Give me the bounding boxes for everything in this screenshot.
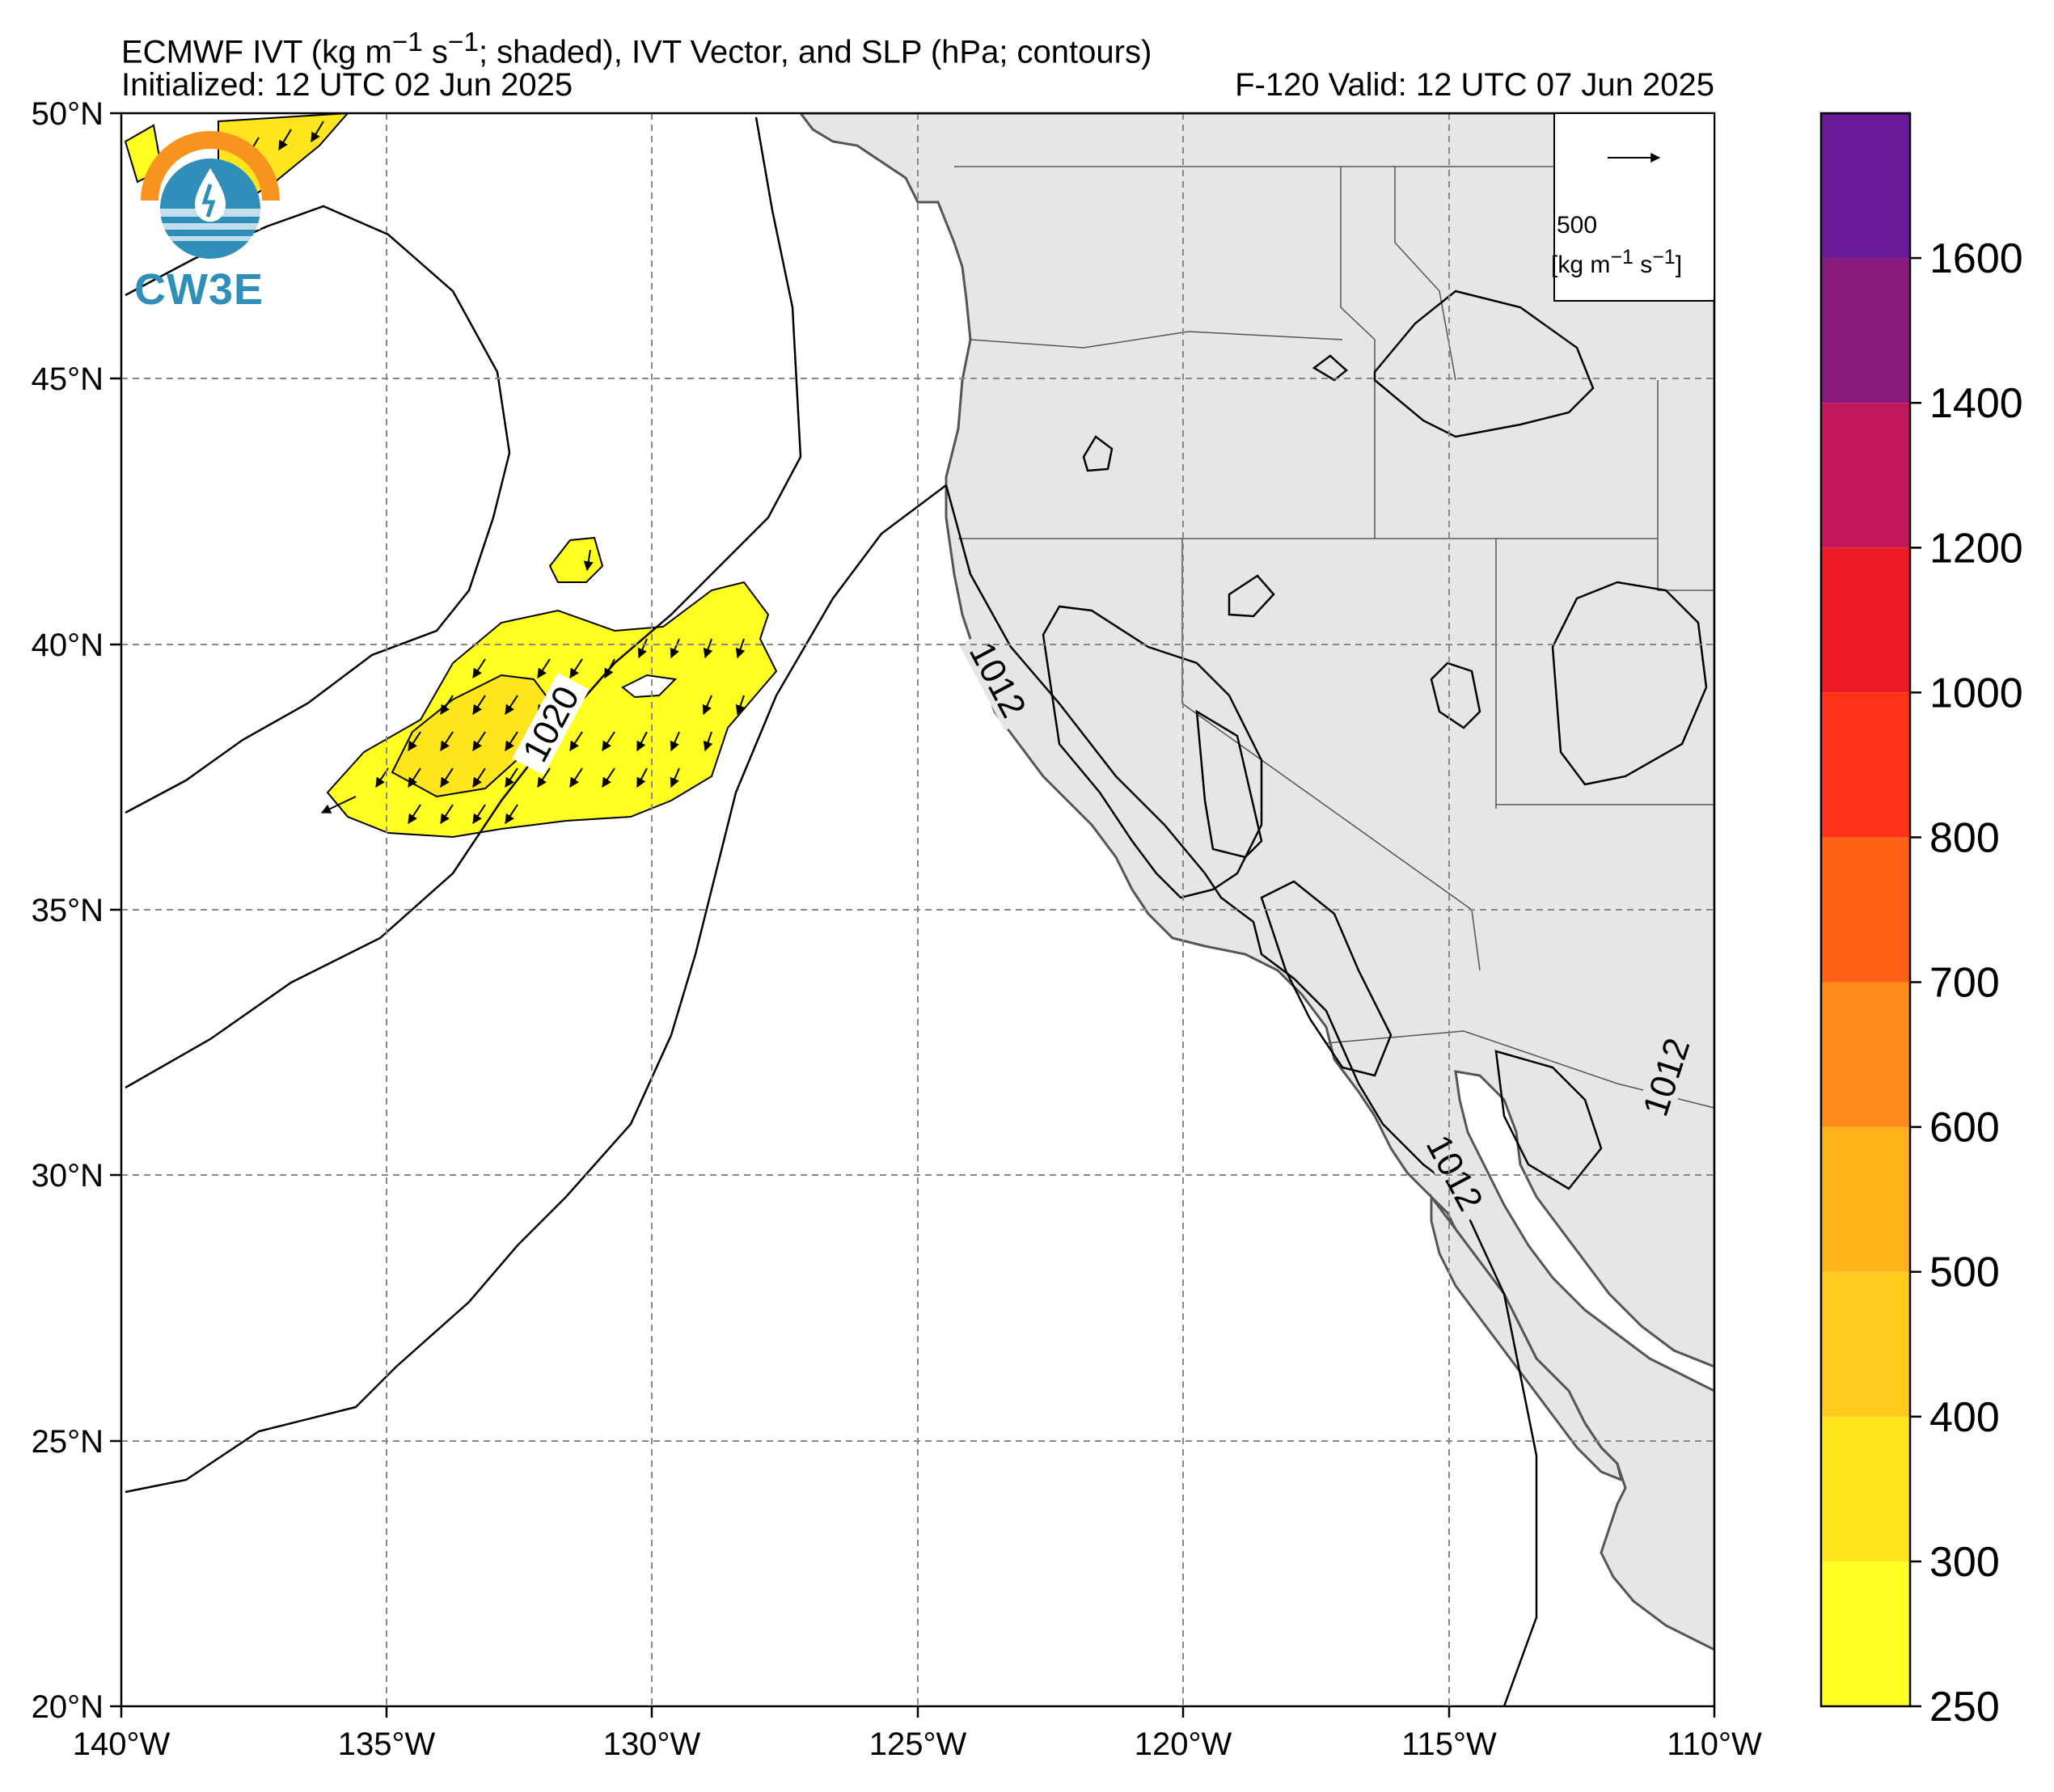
gridlines bbox=[121, 113, 1714, 1706]
lat-label: 30°N bbox=[32, 1158, 104, 1194]
map-title: ECMWF IVT (kg m−1 s−1; shaded), IVT Vect… bbox=[121, 27, 1152, 70]
lon-label: 130°W bbox=[603, 1726, 701, 1762]
vector-key bbox=[1553, 112, 1715, 302]
lat-label: 25°N bbox=[32, 1424, 104, 1460]
lat-label: 40°N bbox=[32, 628, 104, 663]
axis-ticks bbox=[110, 112, 1716, 1718]
lon-label: 125°W bbox=[869, 1726, 967, 1762]
lon-label: 140°W bbox=[73, 1726, 171, 1762]
lon-label: 120°W bbox=[1135, 1726, 1232, 1762]
lat-label: 35°N bbox=[32, 893, 104, 928]
cw3e-logo-text: CW3E bbox=[134, 265, 264, 314]
baja-peninsula bbox=[1430, 1193, 1624, 1482]
vector-key-value: 500 bbox=[1557, 212, 1598, 239]
slp-contours bbox=[125, 116, 1708, 1706]
valid-time: F-120 Valid: 12 UTC 07 Jun 2025 bbox=[1235, 67, 1714, 103]
lat-label: 50°N bbox=[32, 96, 104, 132]
vector-key-units: [kg m−1 s−1] bbox=[1551, 246, 1683, 278]
cw3e-logo-icon bbox=[141, 131, 280, 259]
lon-label: 110°W bbox=[1667, 1726, 1762, 1762]
political-borders bbox=[954, 166, 1714, 1109]
lon-label: 135°W bbox=[338, 1726, 436, 1762]
initialized-time: Initialized: 12 UTC 02 Jun 2025 bbox=[121, 67, 573, 103]
lat-labels: 50°N 45°N 40°N 35°N 30°N 25°N 20°N bbox=[32, 96, 104, 1725]
lon-label: 115°W bbox=[1401, 1726, 1497, 1762]
land-mass bbox=[799, 113, 1714, 1651]
lon-labels: 140°W 135°W 130°W 125°W 120°W 115°W 110°… bbox=[73, 1726, 1762, 1762]
gulf-of-california bbox=[1454, 1070, 1714, 1393]
lat-label: 20°N bbox=[32, 1689, 104, 1725]
lat-label: 45°N bbox=[32, 361, 104, 397]
